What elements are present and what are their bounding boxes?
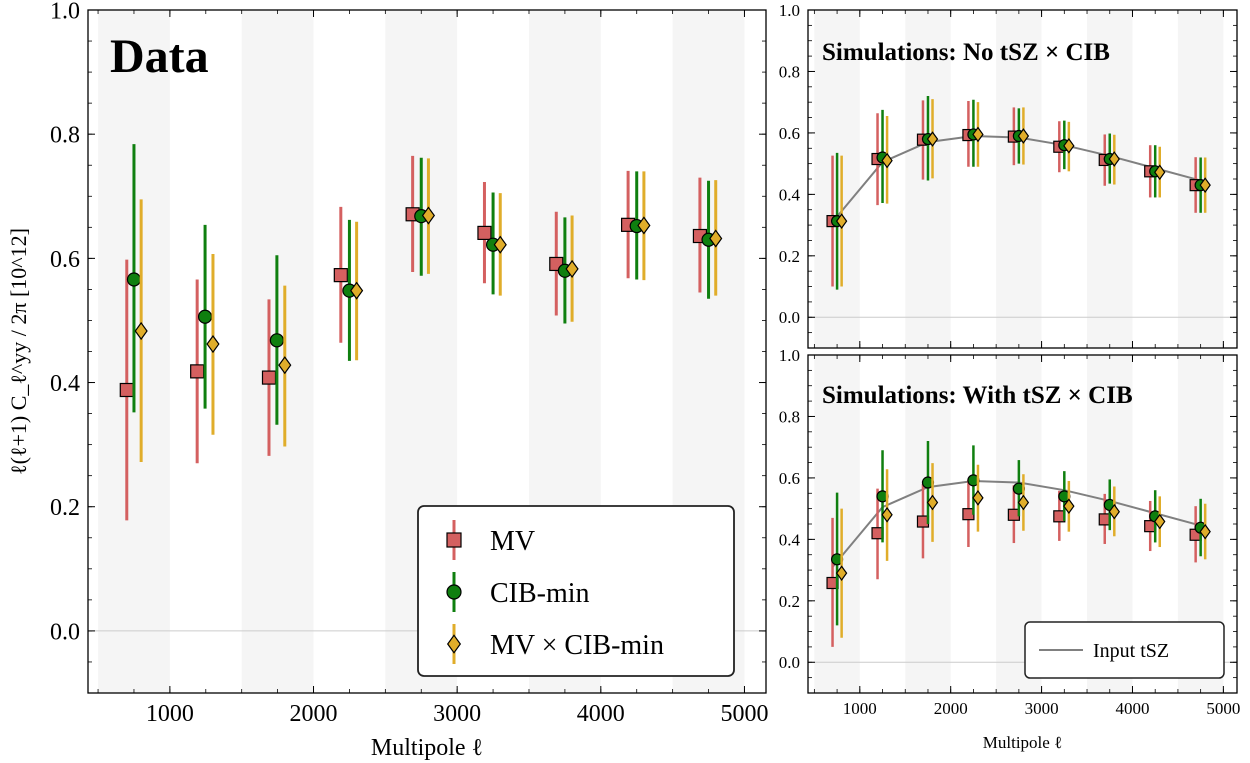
data-point (134, 321, 148, 341)
data-point (637, 216, 651, 235)
y-tick-label: 0.0 (779, 308, 800, 327)
x-tick-label: 3000 (1025, 699, 1059, 718)
x-tick-label: 5000 (720, 701, 768, 727)
bin-band (996, 10, 1042, 348)
panel-title: Data (110, 30, 209, 83)
data-point (926, 494, 939, 511)
data-point (1154, 513, 1166, 530)
data-point (190, 364, 205, 379)
data-point (881, 506, 893, 523)
data-point (565, 259, 579, 279)
x-tick-label: 3000 (433, 701, 481, 727)
x-tick-label: 5000 (1206, 699, 1240, 718)
legend-marker (446, 584, 462, 600)
legend-label: CIB-min (490, 578, 590, 609)
x-tick-label: 4000 (577, 701, 625, 727)
data-point (269, 333, 284, 348)
data-point (1199, 523, 1211, 540)
data-point (1063, 498, 1075, 515)
data-point (972, 490, 984, 506)
data-point (421, 206, 436, 225)
data-point (206, 334, 220, 354)
y-tick-label: 0.2 (779, 592, 800, 611)
legend-sim: Input tSZ (1024, 621, 1225, 679)
data-point (197, 309, 213, 324)
data-point (261, 370, 277, 385)
y-tick-label: 0.2 (779, 247, 800, 266)
x-tick-label: 2000 (934, 699, 968, 718)
data-point (1017, 128, 1030, 144)
x-tick-label: 1000 (146, 701, 194, 727)
data-point (126, 272, 142, 287)
y-tick-label: 0.4 (779, 530, 801, 549)
x-tick-label: 2000 (290, 701, 338, 727)
legend-marker (446, 634, 462, 654)
series-circle (830, 441, 1207, 626)
data-point (972, 126, 984, 143)
data-point (333, 268, 348, 283)
data-point (1199, 177, 1211, 193)
data-point (926, 131, 939, 147)
panel-title: Simulations: No tSZ × CIB (822, 39, 1110, 66)
series-circle (126, 144, 716, 425)
series-diamond (835, 463, 1211, 638)
data-point (1154, 164, 1166, 181)
legend-box (417, 505, 735, 677)
data-point (835, 565, 848, 582)
x-tick-label: 4000 (1115, 699, 1149, 718)
y-tick-label: 0.4 (779, 185, 801, 204)
data-point (493, 235, 507, 254)
y-tick-label: 1.0 (779, 346, 800, 365)
y-tick-label: 0.0 (779, 653, 800, 672)
data-point (1017, 494, 1030, 511)
y-tick-label: 0.0 (50, 619, 80, 645)
panel-sim-no: 0.0 0.2 0.4 0.6 0.8 1.0 Simulations: No tSZ × … (779, 1, 1238, 349)
data-point (350, 281, 364, 300)
legend-marker (446, 532, 462, 548)
y-axis-label: ℓ(ℓ+1) C_ℓ^yy / 2π [10^12] (6, 228, 31, 475)
y-tick-label: 1.0 (779, 1, 800, 20)
data-point (881, 152, 893, 169)
legend-label: MV × CIB-min (490, 630, 664, 661)
panel-sim-with: 0.0 0.2 0.4 0.6 0.8 1.0 1000 2000 3000 4000 5000 Si… (779, 346, 1241, 752)
x-tick-label: 1000 (843, 699, 877, 718)
data-point (1108, 503, 1120, 520)
y-tick-label: 0.6 (50, 247, 80, 273)
data-point (119, 382, 134, 398)
data-point (709, 229, 723, 248)
y-tick-label: 0.2 (50, 495, 80, 521)
y-tick-label: 0.6 (779, 124, 800, 143)
legend-main: MV CIB-min MV × CIB-min (417, 505, 735, 677)
y-tick-label: 0.8 (50, 123, 80, 149)
y-tick-label: 1.0 (50, 0, 80, 24)
data-point (835, 213, 848, 229)
y-tick-label: 0.4 (50, 371, 80, 397)
data-point (278, 356, 292, 375)
panel-title: Simulations: With tSZ × CIB (822, 382, 1133, 409)
legend-label: Input tSZ (1093, 640, 1169, 662)
y-tick-label: 0.8 (779, 62, 800, 81)
legend-box (1024, 621, 1225, 679)
series-diamond (835, 99, 1211, 287)
series-diamond (134, 158, 723, 463)
y-tick-label: 0.6 (779, 469, 800, 488)
data-point (1063, 137, 1075, 154)
x-axis-label: Multipole ℓ (371, 735, 483, 761)
x-axis-label: Multipole ℓ (983, 733, 1062, 752)
data-point (477, 225, 492, 241)
data-point (1108, 151, 1120, 167)
y-tick-label: 0.8 (779, 407, 800, 426)
legend-label: MV (490, 526, 535, 557)
